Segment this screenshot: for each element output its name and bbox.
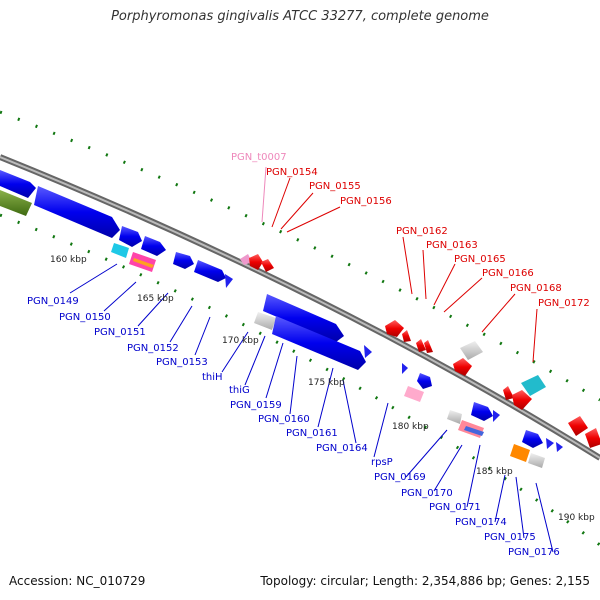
gene-label[interactable]: PGN_0161 bbox=[286, 428, 338, 439]
scale-label: 190 kbp bbox=[558, 513, 595, 523]
gene-red-c[interactable] bbox=[568, 416, 588, 436]
gene-red-b[interactable] bbox=[512, 390, 532, 410]
gene-pgn-0164-tri[interactable] bbox=[402, 363, 408, 374]
gene-pgn-0168[interactable] bbox=[453, 358, 472, 376]
gene-label[interactable]: PGN_0162 bbox=[396, 226, 448, 237]
reverse-genes bbox=[0, 170, 563, 468]
map-title: Porphyromonas gingivalis ATCC 33277, com… bbox=[111, 9, 489, 24]
gene-label[interactable]: PGN_0165 bbox=[454, 254, 506, 265]
scale-label: 170 kbp bbox=[222, 336, 259, 346]
gene-label[interactable]: PGN_0156 bbox=[340, 196, 392, 207]
genome-backbone-highlight bbox=[0, 156, 600, 459]
gene-label[interactable]: PGN_0152 bbox=[127, 343, 179, 354]
scale-label: 165 kbp bbox=[137, 294, 174, 304]
gene-label[interactable]: PGN_t0007 bbox=[231, 152, 287, 163]
gene-label[interactable]: PGN_0154 bbox=[266, 167, 318, 178]
gene-pgn-0166[interactable] bbox=[424, 340, 433, 353]
top-leader-lines bbox=[261, 166, 538, 363]
gene-blue-tri-b[interactable] bbox=[364, 345, 372, 358]
gene-blue-tri-d[interactable] bbox=[556, 442, 563, 452]
gene-pgn-0169-gray[interactable] bbox=[447, 410, 462, 424]
gene-label[interactable]: PGN_0171 bbox=[429, 502, 481, 513]
gene-label[interactable]: thiG bbox=[229, 385, 250, 396]
gene-orange-stripe[interactable] bbox=[133, 258, 154, 268]
gene-thiG-gray[interactable] bbox=[254, 312, 276, 330]
gene-red-a[interactable] bbox=[503, 386, 514, 400]
gene-pgn-0174[interactable] bbox=[522, 430, 543, 448]
gene-pgn-0149[interactable] bbox=[34, 186, 120, 238]
gene-label[interactable]: PGN_0170 bbox=[401, 488, 453, 499]
gene-pgn-0170[interactable] bbox=[471, 402, 493, 421]
outer-tick-arc bbox=[0, 110, 600, 402]
genome-backbone bbox=[0, 154, 600, 461]
gene-label[interactable]: PGN_0164 bbox=[316, 443, 368, 454]
gene-label[interactable]: PGN_0150 bbox=[59, 312, 111, 323]
gene-blue-tri-c[interactable] bbox=[546, 438, 554, 449]
gene-label[interactable]: PGN_0166 bbox=[482, 268, 534, 279]
gene-label[interactable]: PGN_0174 bbox=[455, 517, 507, 528]
gene-label[interactable]: PGN_0163 bbox=[426, 240, 478, 251]
gene-label[interactable]: rpsP bbox=[371, 457, 393, 468]
gene-label[interactable]: PGN_0160 bbox=[258, 414, 310, 425]
gene-label[interactable]: thiH bbox=[202, 372, 223, 383]
gene-label[interactable]: PGN_0168 bbox=[510, 283, 562, 294]
scale-label: 175 kbp bbox=[308, 378, 345, 388]
gene-label[interactable]: PGN_0149 bbox=[27, 296, 79, 307]
scale-label: 180 kbp bbox=[392, 422, 429, 432]
gene-pgn-0168-gray[interactable] bbox=[460, 341, 483, 360]
scale-label: 160 kbp bbox=[50, 255, 87, 265]
gene-label[interactable]: PGN_0169 bbox=[374, 472, 426, 483]
gene-label[interactable]: PGN_0175 bbox=[484, 532, 536, 543]
gene-label[interactable]: PGN_0153 bbox=[156, 357, 208, 368]
gene-pgn-0172[interactable] bbox=[521, 375, 546, 396]
gene-label[interactable]: PGN_0176 bbox=[508, 547, 560, 558]
forward-genes bbox=[240, 254, 600, 448]
gene-label[interactable]: PGN_0155 bbox=[309, 181, 361, 192]
gene-rpsP[interactable] bbox=[417, 373, 432, 389]
gene-pgn-0162[interactable] bbox=[385, 320, 404, 337]
bottom-leader-lines bbox=[69, 263, 554, 553]
top-gene-labels: PGN_t0007 PGN_0154 PGN_0155 PGN_0156 PGN… bbox=[231, 152, 590, 309]
gene-pgn-0150[interactable] bbox=[119, 226, 142, 247]
gene-pgn-0154[interactable] bbox=[249, 254, 263, 270]
gene-pgn-0165[interactable] bbox=[416, 339, 426, 352]
inner-tick-arc bbox=[0, 213, 600, 547]
gene-pgn-0175[interactable] bbox=[510, 444, 530, 462]
scale-labels: 160 kbp 165 kbp 170 kbp 175 kbp 180 kbp … bbox=[50, 255, 595, 523]
gene-blue-left[interactable] bbox=[0, 170, 36, 198]
gene-red-d[interactable] bbox=[585, 428, 600, 448]
gene-pink-small[interactable] bbox=[404, 386, 424, 402]
gene-pgn-0171-blue[interactable] bbox=[464, 426, 484, 436]
gene-pgn-0159[interactable] bbox=[272, 316, 366, 370]
gene-pgn-0151[interactable] bbox=[141, 236, 166, 256]
gene-pgn-0152[interactable] bbox=[173, 252, 194, 269]
gene-blue-tri-a[interactable] bbox=[225, 274, 233, 288]
gene-pgn-0170-tri[interactable] bbox=[493, 410, 500, 422]
gene-pgn-0155[interactable] bbox=[261, 259, 274, 272]
gene-label[interactable]: PGN_0151 bbox=[94, 327, 146, 338]
gene-cyan-small[interactable] bbox=[111, 243, 129, 258]
gene-green[interactable] bbox=[0, 190, 32, 216]
gene-label[interactable]: PGN_0172 bbox=[538, 298, 590, 309]
genome-summary-text: Topology: circular; Length: 2,354,886 bp… bbox=[260, 574, 590, 588]
bottom-gene-labels: PGN_0149 PGN_0150 PGN_0151 PGN_0152 PGN_… bbox=[27, 296, 560, 558]
gene-pgn-t0007[interactable] bbox=[240, 254, 252, 265]
scale-label: 185 kbp bbox=[476, 467, 513, 477]
accession-text: Accession: NC_010729 bbox=[9, 574, 146, 588]
gene-thiH[interactable] bbox=[263, 294, 344, 342]
gene-pgn-0176[interactable] bbox=[528, 453, 545, 468]
gene-pgn-0153[interactable] bbox=[194, 260, 226, 282]
gene-pgn-0163[interactable] bbox=[402, 330, 411, 342]
gene-label[interactable]: PGN_0159 bbox=[230, 400, 282, 411]
